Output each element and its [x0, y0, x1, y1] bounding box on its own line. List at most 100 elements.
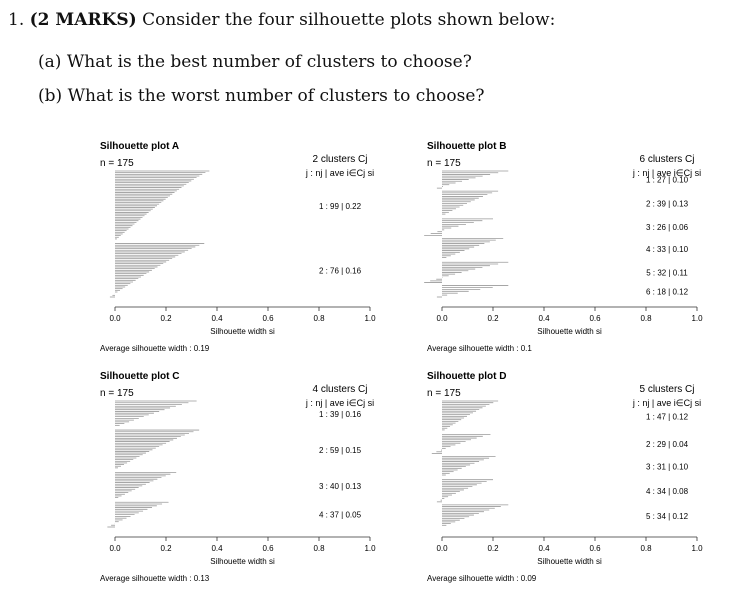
- x-tick-label: 0.2: [487, 544, 499, 553]
- x-tick-label: 0.4: [211, 544, 223, 553]
- cluster-5-stat: 5 : 34 | 0.12: [646, 512, 689, 521]
- x-axis-label: Silhouette width si: [210, 327, 275, 336]
- cluster-4-bars: [107, 501, 169, 528]
- cluster-2-bars: [442, 190, 499, 215]
- cluster-2-stat: 2 : 59 | 0.15: [319, 446, 362, 455]
- average-silhouette-label: Average silhouette width : 0.09: [427, 574, 537, 583]
- cluster-2-stat: 2 : 76 | 0.16: [319, 266, 362, 275]
- x-tick-label: 1.0: [691, 314, 703, 323]
- n-label: n = 175: [427, 158, 461, 169]
- x-tick-label: 0.0: [436, 314, 448, 323]
- x-axis-label: Silhouette width si: [537, 557, 602, 566]
- n-label: n = 175: [100, 158, 134, 169]
- silhouette-chart: Silhouette plot C n = 175 4 clusters Cj j :…: [100, 371, 376, 583]
- legend-header: j : nj | ave i∈Cj si: [632, 398, 701, 408]
- clusters-label: 6 clusters Cj: [639, 154, 694, 165]
- x-tick-label: 0.6: [589, 314, 601, 323]
- cluster-2-stat: 2 : 39 | 0.13: [646, 199, 689, 208]
- cluster-6-bars: [436, 285, 509, 298]
- cluster-4-stat: 4 : 34 | 0.08: [646, 487, 689, 496]
- n-label: n = 175: [100, 388, 134, 399]
- cluster-5-stat: 5 : 32 | 0.11: [646, 268, 688, 277]
- cluster-5-bars: [424, 261, 509, 283]
- x-tick-label: 0.6: [589, 544, 601, 553]
- x-tick-label: 0.8: [313, 314, 325, 323]
- part-a-label: (a): [38, 52, 62, 72]
- cluster-4-stat: 4 : 33 | 0.10: [646, 245, 689, 254]
- plot-title: Silhouette plot C: [100, 371, 179, 382]
- silhouette-chart: Silhouette plot A n = 175 2 clusters Cj j :…: [100, 141, 376, 353]
- cluster-3-bars: [115, 472, 177, 498]
- x-axis-label: Silhouette width si: [210, 557, 275, 566]
- x-tick-label: 1.0: [364, 544, 376, 553]
- x-tick-label: 1.0: [691, 544, 703, 553]
- cluster-1-stat: 1 : 99 | 0.22: [319, 202, 362, 211]
- cluster-5-bars: [442, 504, 509, 526]
- x-tick-label: 0.8: [640, 314, 652, 323]
- x-tick-label: 0.6: [262, 314, 274, 323]
- legend-header: j : nj | ave i∈Cj si: [305, 398, 374, 408]
- x-tick-label: 0.4: [538, 314, 550, 323]
- x-tick-label: 0.8: [313, 544, 325, 553]
- x-tick-label: 0.0: [109, 314, 121, 323]
- cluster-3-stat: 3 : 31 | 0.10: [646, 463, 689, 472]
- cluster-3-stat: 3 : 40 | 0.13: [319, 482, 362, 491]
- x-tick-label: 0.2: [487, 314, 499, 323]
- part-b-label: (b): [38, 86, 63, 106]
- cluster-2-bars: [431, 434, 491, 454]
- cluster-1-bars: [115, 400, 197, 426]
- plot-title: Silhouette plot D: [427, 371, 506, 382]
- clusters-label: 2 clusters Cj: [312, 154, 367, 165]
- cluster-2-bars: [109, 243, 205, 298]
- plot-title: Silhouette plot B: [427, 141, 506, 152]
- cluster-1-bars: [436, 170, 509, 189]
- clusters-label: 5 clusters Cj: [639, 384, 694, 395]
- question-part-a: (a) What is the best number of clusters …: [38, 52, 472, 72]
- question-text: Consider the four silhouette plots shown…: [142, 10, 556, 30]
- x-axis-label: Silhouette width si: [537, 327, 602, 336]
- cluster-3-stat: 3 : 26 | 0.06: [646, 223, 689, 232]
- n-label: n = 175: [427, 388, 461, 399]
- x-tick-label: 0.8: [640, 544, 652, 553]
- cluster-1-bars: [442, 400, 499, 431]
- average-silhouette-label: Average silhouette width : 0.1: [427, 344, 532, 353]
- question-stem: 1. (2 MARKS) Consider the four silhouett…: [8, 10, 555, 30]
- silhouette-plot-d: Silhouette plot D n = 175 5 clusters Cj j :…: [427, 365, 727, 595]
- cluster-2-bars: [115, 429, 200, 469]
- x-tick-label: 0.2: [160, 544, 172, 553]
- silhouette-plot-b: Silhouette plot B n = 175 6 clusters Cj j :…: [424, 135, 727, 365]
- silhouette-chart: Silhouette plot D n = 175 5 clusters Cj j :…: [427, 371, 703, 583]
- clusters-label: 4 clusters Cj: [312, 384, 367, 395]
- cluster-4-bars: [442, 237, 504, 258]
- silhouette-chart: Silhouette plot B n = 175 6 clusters Cj j :…: [424, 141, 703, 353]
- x-tick-label: 0.4: [538, 544, 550, 553]
- x-tick-label: 0.0: [436, 544, 448, 553]
- x-tick-label: 0.2: [160, 314, 172, 323]
- average-silhouette-label: Average silhouette width : 0.19: [100, 344, 210, 353]
- question-number: 1.: [8, 10, 25, 30]
- silhouette-plot-c: Silhouette plot C n = 175 4 clusters Cj j :…: [100, 365, 400, 595]
- cluster-1-stat: 1 : 47 | 0.12: [646, 412, 689, 421]
- plot-title: Silhouette plot A: [100, 141, 179, 152]
- cluster-6-stat: 6 : 18 | 0.12: [646, 287, 689, 296]
- cluster-3-bars: [424, 218, 493, 236]
- average-silhouette-label: Average silhouette width : 0.13: [100, 574, 210, 583]
- cluster-4-stat: 4 : 37 | 0.05: [319, 511, 362, 520]
- cluster-4-bars: [436, 479, 493, 503]
- x-tick-label: 0.0: [109, 544, 121, 553]
- silhouette-plot-a: Silhouette plot A n = 175 2 clusters Cj j :…: [100, 135, 400, 365]
- cluster-2-stat: 2 : 29 | 0.04: [646, 440, 689, 449]
- x-tick-label: 1.0: [364, 314, 376, 323]
- question-marks: (2 MARKS): [29, 10, 137, 30]
- legend-header: j : nj | ave i∈Cj si: [305, 168, 374, 178]
- cluster-3-bars: [442, 456, 496, 476]
- part-b-text: What is the worst number of clusters to …: [67, 86, 485, 106]
- x-tick-label: 0.4: [211, 314, 223, 323]
- legend-header: j : nj | ave i∈Cj si: [632, 168, 701, 178]
- question-part-b: (b) What is the worst number of clusters…: [38, 86, 485, 106]
- cluster-1-bars: [115, 170, 210, 240]
- part-a-text: What is the best number of clusters to c…: [66, 52, 472, 72]
- cluster-1-stat: 1 : 39 | 0.16: [319, 410, 362, 419]
- x-tick-label: 0.6: [262, 544, 274, 553]
- cluster-1-stat: 1 : 27 | 0.10: [646, 176, 689, 185]
